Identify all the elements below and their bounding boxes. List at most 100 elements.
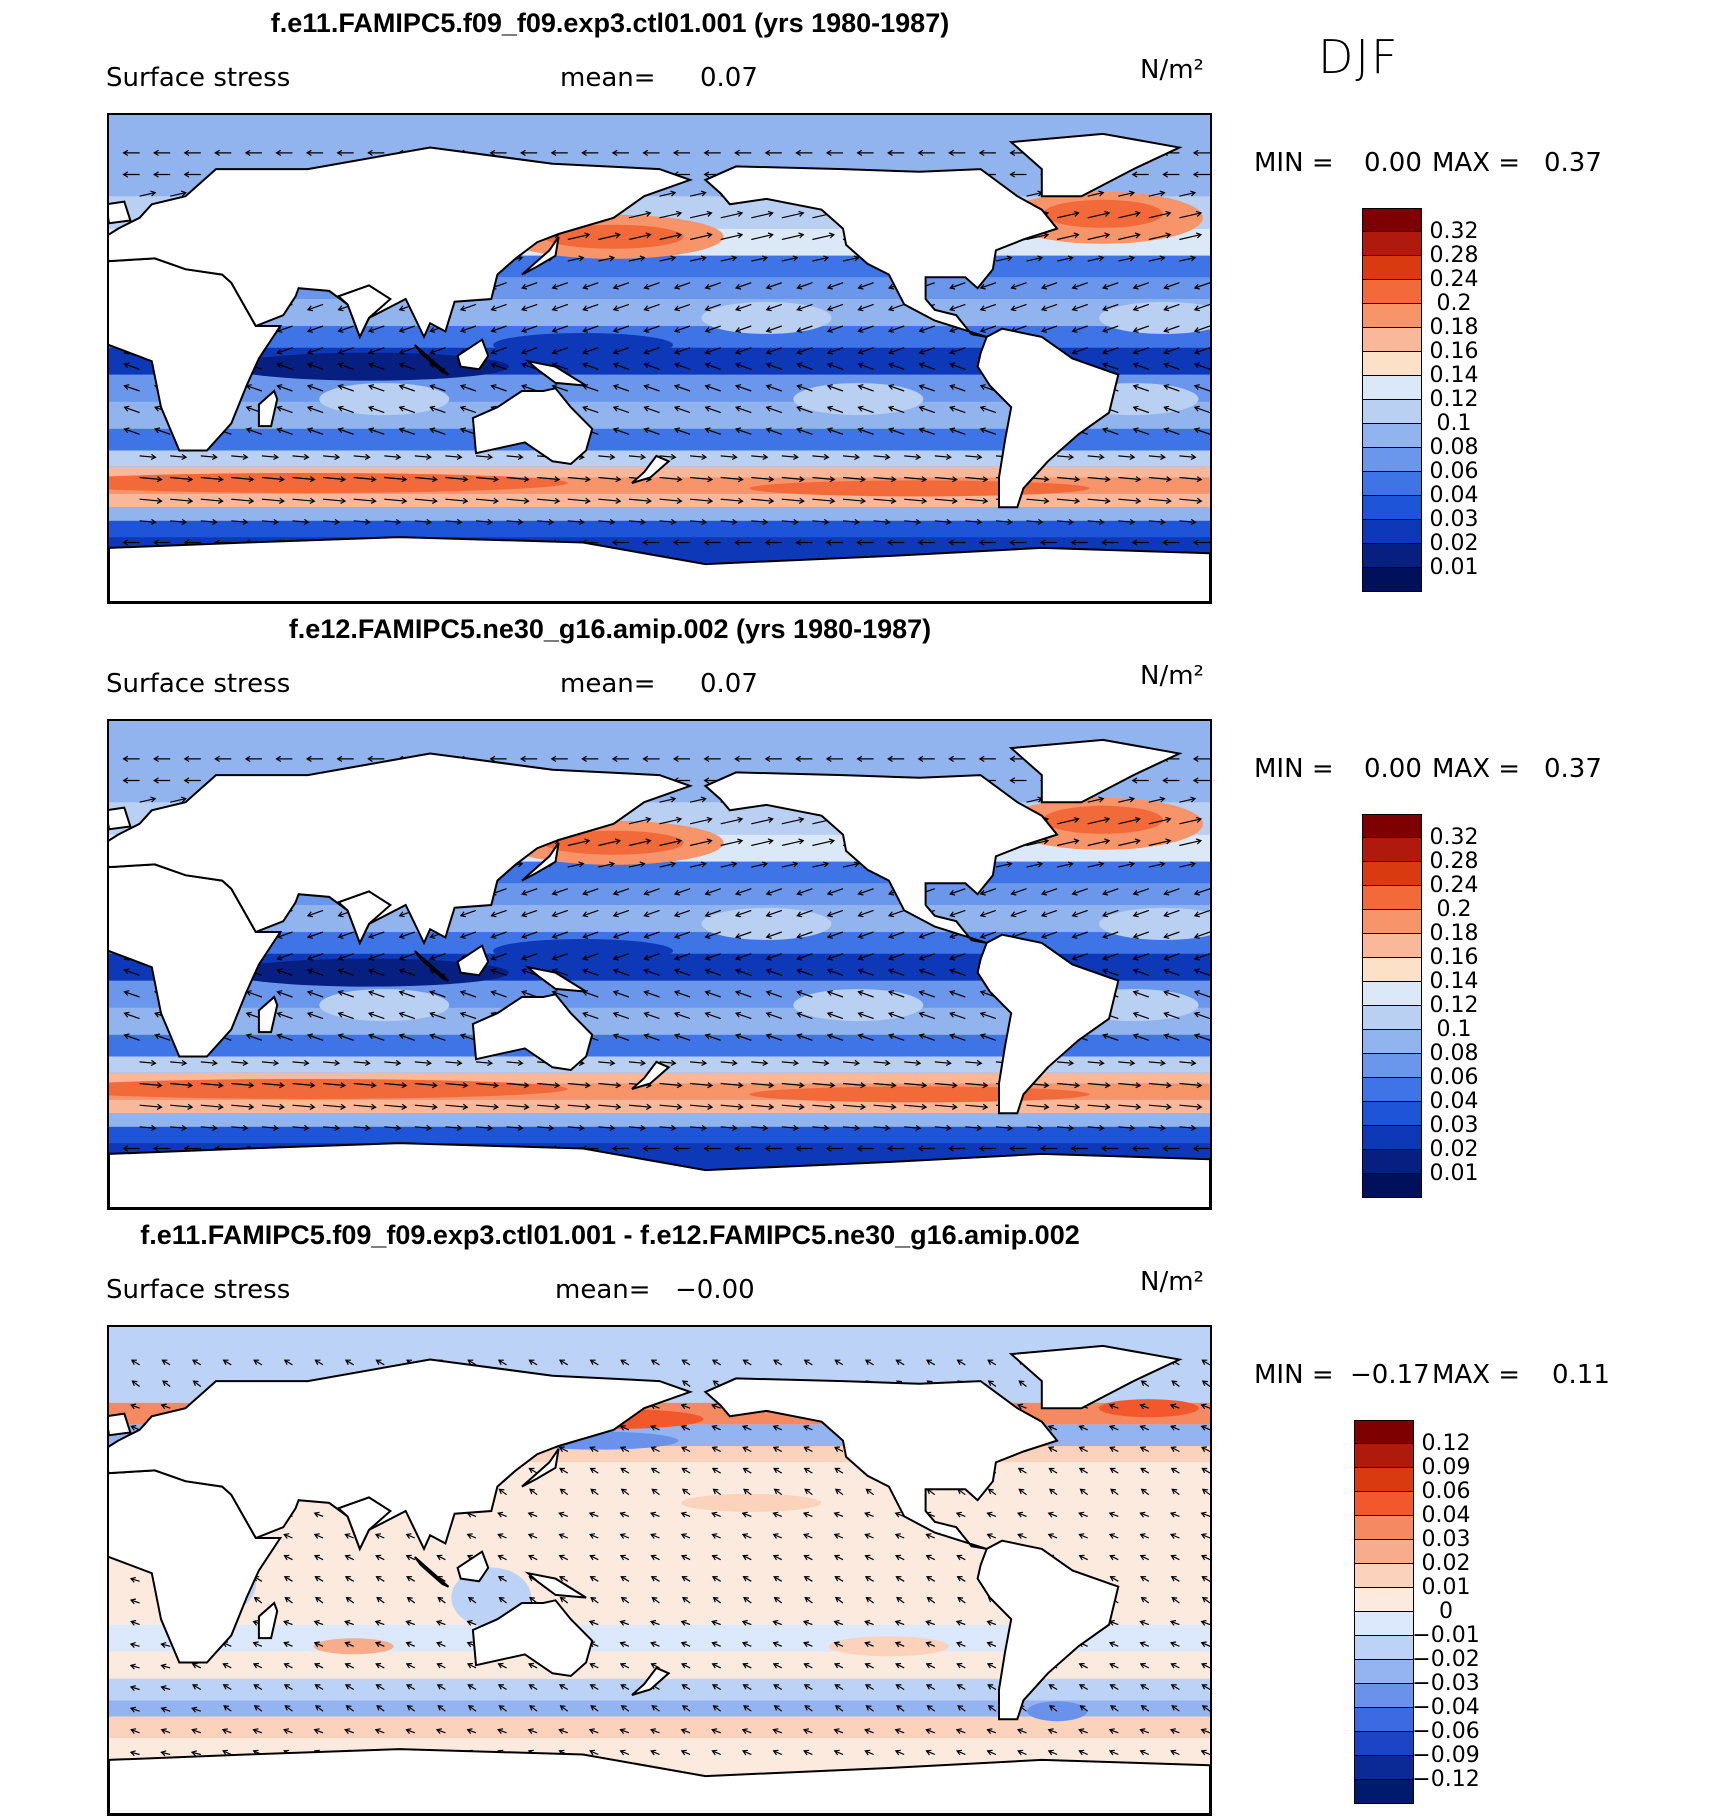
stress-vector-head	[986, 1728, 993, 1734]
stress-vector	[315, 1597, 324, 1604]
stress-vector	[1148, 234, 1171, 241]
stress-vector-head	[826, 348, 833, 355]
stress-vector-head	[558, 1446, 565, 1453]
stress-vector	[559, 1512, 569, 1517]
stress-vector	[674, 969, 691, 976]
stress-vector-head	[1162, 171, 1169, 178]
stress-vector-head	[490, 327, 497, 333]
stress-vector	[742, 1533, 752, 1539]
stress-vector	[437, 1684, 446, 1691]
stress-vector-head	[160, 1685, 167, 1692]
stress-vector	[650, 1512, 660, 1517]
stress-vector	[980, 1034, 997, 1041]
stress-vector-head	[248, 1082, 255, 1089]
stress-vector-head	[986, 1641, 993, 1648]
stress-vector-head	[156, 1103, 163, 1110]
stress-vector-head	[337, 427, 344, 434]
stress-vector	[1133, 363, 1149, 370]
stress-vector-head	[1195, 232, 1203, 239]
stress-vector-head	[1109, 1446, 1116, 1453]
stress-vector	[1148, 798, 1165, 803]
stress-vector	[858, 953, 874, 960]
stress-vector	[926, 1533, 936, 1539]
stress-vector	[491, 363, 507, 370]
stress-vector	[773, 1359, 783, 1366]
stress-vector	[1049, 1684, 1058, 1691]
stress-vector-head	[650, 1467, 657, 1474]
stress-vector-head	[584, 1103, 591, 1110]
stress-vector	[926, 1359, 936, 1366]
stress-vector	[834, 1467, 844, 1474]
stress-vector-head	[150, 518, 157, 526]
stress-vector	[277, 325, 293, 332]
stress-vector	[1118, 1082, 1141, 1087]
stress-vector-head	[123, 1011, 130, 1018]
stress-vector	[1141, 1597, 1150, 1604]
stress-vector-head	[895, 1662, 902, 1669]
stress-vector-head	[344, 1662, 351, 1669]
stress-vector-head	[620, 1359, 627, 1365]
stress-vector-head	[1200, 1446, 1207, 1453]
stress-vector	[1056, 234, 1079, 241]
stress-vector-head	[643, 348, 650, 355]
stress-vector-head	[211, 1124, 218, 1132]
stress-vector	[552, 991, 568, 998]
stress-vector-head	[1074, 497, 1081, 504]
stress-vector	[498, 1359, 507, 1366]
stress-vector-head	[345, 1705, 352, 1711]
stress-vector-head	[987, 1684, 994, 1690]
stress-vector	[620, 1512, 630, 1517]
stress-vector	[292, 455, 309, 458]
stress-vector	[1102, 428, 1119, 435]
stress-vector-head	[865, 1596, 872, 1603]
stress-vector-head	[1195, 210, 1203, 217]
stress-vector-head	[521, 911, 528, 918]
colorbar-tick-label: 0.14	[1429, 363, 1479, 388]
stress-vector-head	[1193, 327, 1200, 333]
stress-vector-head	[949, 1011, 956, 1018]
stress-vector-head	[833, 1728, 840, 1734]
stress-vector	[751, 1082, 774, 1087]
stress-vector-head	[1171, 1380, 1178, 1387]
stress-vector-head	[643, 1011, 650, 1018]
stress-vector-head	[313, 1533, 320, 1539]
stress-vector-head	[528, 1467, 535, 1474]
stress-vector	[1164, 428, 1180, 435]
stress-vector-head	[1102, 348, 1109, 355]
panel-1-title: f.e11.FAMIPC5.f09_f09.exp3.ctl01.001 (yr…	[270, 8, 950, 38]
stress-vector	[713, 1488, 722, 1496]
stress-vector	[812, 1126, 829, 1129]
stress-vector-head	[619, 1425, 626, 1431]
stress-vector	[934, 455, 951, 458]
stress-vector	[987, 1642, 997, 1647]
stress-vector	[1171, 1597, 1180, 1604]
stress-vector	[583, 931, 599, 938]
stress-vector-head	[681, 1705, 688, 1711]
stress-vector	[384, 498, 407, 502]
stress-vector-head	[459, 405, 466, 412]
stress-vector-head	[673, 1033, 681, 1040]
stress-vector	[659, 476, 682, 481]
stress-vector	[307, 363, 324, 370]
stress-vector	[713, 1597, 722, 1604]
stress-vector	[773, 1467, 783, 1474]
stress-vector-head	[340, 497, 347, 504]
stress-vector-head	[765, 283, 772, 290]
stress-vector-head	[1192, 149, 1199, 157]
stress-vector-head	[313, 1662, 321, 1669]
stress-vector	[277, 428, 293, 435]
stress-vector-head	[490, 990, 497, 996]
stress-vector	[842, 1104, 865, 1108]
stress-vector-head	[620, 1467, 627, 1474]
stress-vector	[865, 1663, 874, 1669]
stress-vector	[781, 476, 804, 481]
stress-vector	[628, 818, 651, 825]
stress-vector	[1087, 234, 1110, 241]
stress-vector-head	[429, 348, 436, 355]
stress-vector	[436, 1642, 446, 1647]
stress-vector-head	[826, 954, 833, 961]
stress-vector-head	[129, 1598, 137, 1605]
colorbar-tick-label: −0.04	[1412, 1695, 1480, 1720]
stress-vector	[261, 455, 278, 458]
stress-vector	[437, 1597, 446, 1604]
